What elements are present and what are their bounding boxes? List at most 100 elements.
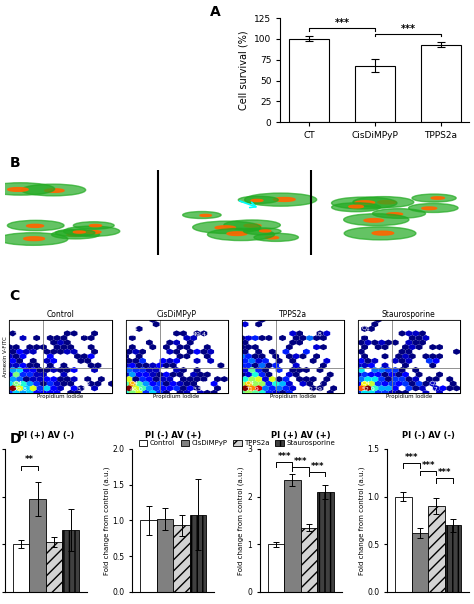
FancyBboxPatch shape [126, 320, 228, 393]
Text: ***: *** [334, 18, 349, 28]
Bar [62, 530, 79, 592]
Y-axis label: Cell survival (%): Cell survival (%) [238, 30, 248, 110]
Text: Q4
79,8: Q4 79,8 [14, 381, 27, 391]
Circle shape [0, 183, 55, 195]
Text: Q3
2,29: Q3 2,29 [309, 381, 322, 391]
Circle shape [344, 227, 416, 240]
Circle shape [55, 230, 95, 236]
Circle shape [73, 231, 85, 233]
Circle shape [244, 228, 281, 235]
Circle shape [0, 233, 68, 245]
Text: ***: *** [310, 461, 324, 471]
Circle shape [251, 199, 263, 202]
Bar [29, 499, 46, 592]
Circle shape [378, 201, 396, 204]
Text: Q1
2,41: Q1 2,41 [14, 326, 27, 336]
Bar [268, 544, 284, 592]
Circle shape [24, 237, 45, 240]
Bar [140, 521, 157, 592]
Text: Q2
14,6: Q2 14,6 [76, 326, 90, 336]
Y-axis label: Fold change from control (a.u.): Fold change from control (a.u.) [103, 466, 109, 574]
Bar [317, 492, 334, 592]
Text: Q4
52,9: Q4 52,9 [362, 381, 376, 391]
Circle shape [431, 197, 444, 199]
Circle shape [260, 230, 271, 232]
Title: Control: Control [46, 310, 74, 319]
Circle shape [273, 198, 295, 202]
Circle shape [245, 193, 317, 206]
Text: Control: Control [42, 175, 70, 184]
Text: Q1
0,94: Q1 0,94 [362, 326, 376, 336]
Circle shape [353, 197, 414, 208]
Text: Q3
3,13: Q3 3,13 [76, 381, 90, 391]
Circle shape [244, 224, 261, 227]
X-axis label: Propidium Iodide: Propidium Iodide [154, 394, 200, 399]
Circle shape [192, 221, 261, 234]
Text: TPPS$_{2a}$: TPPS$_{2a}$ [382, 175, 409, 187]
Bar [190, 515, 206, 592]
Bar [46, 542, 62, 592]
Y-axis label: Annexin V-FITC: Annexin V-FITC [3, 336, 8, 377]
Circle shape [238, 196, 278, 204]
Legend: Control, CisDiMPyP, TPPS2a, Staurosporine: Control, CisDiMPyP, TPPS2a, Staurosporin… [136, 437, 338, 449]
Bar [395, 496, 412, 592]
Text: B: B [9, 156, 20, 170]
Bar [289, 39, 328, 122]
Text: Q2
49,4: Q2 49,4 [192, 326, 206, 336]
Circle shape [64, 226, 120, 236]
Text: C: C [9, 289, 20, 303]
Circle shape [355, 201, 374, 204]
X-axis label: Propidium Iodide: Propidium Iodide [386, 394, 432, 399]
Title: PI (+) AV (-): PI (+) AV (-) [18, 431, 74, 440]
Circle shape [364, 219, 383, 222]
Text: A: A [210, 5, 220, 19]
Circle shape [387, 213, 402, 216]
Circle shape [73, 222, 114, 229]
Circle shape [8, 220, 64, 231]
Text: Q4
46,0: Q4 46,0 [130, 381, 144, 391]
Text: Q3
3,55: Q3 3,55 [192, 381, 206, 391]
Circle shape [412, 194, 456, 202]
Circle shape [331, 197, 397, 209]
Circle shape [208, 228, 274, 240]
Y-axis label: Fold change from control (a.u.): Fold change from control (a.u.) [238, 466, 244, 574]
Circle shape [52, 230, 100, 239]
Circle shape [349, 205, 364, 208]
Title: PI (-) AV (-): PI (-) AV (-) [401, 431, 455, 440]
Circle shape [227, 232, 247, 236]
Circle shape [182, 211, 221, 219]
Text: ***: *** [421, 461, 435, 469]
X-axis label: Propidium Iodide: Propidium Iodide [270, 394, 316, 399]
Text: D: D [9, 432, 21, 446]
Circle shape [21, 184, 86, 196]
Text: CisDiMPyP: CisDiMPyP [203, 175, 243, 184]
Circle shape [373, 208, 426, 218]
Bar [173, 525, 190, 592]
Circle shape [67, 233, 82, 236]
Bar [157, 519, 173, 592]
X-axis label: Propidium Iodide: Propidium Iodide [37, 394, 83, 399]
Text: **: ** [25, 455, 34, 464]
Circle shape [344, 214, 409, 226]
Bar [445, 525, 461, 592]
Bar [421, 45, 461, 122]
Circle shape [372, 231, 394, 235]
Circle shape [27, 224, 44, 227]
Text: Q1
2,13: Q1 2,13 [246, 326, 260, 336]
Circle shape [84, 231, 101, 234]
Circle shape [265, 236, 279, 239]
Circle shape [8, 188, 28, 191]
Circle shape [200, 214, 211, 216]
Circle shape [332, 203, 381, 211]
Bar [301, 527, 317, 592]
Title: PI (-) AV (+): PI (-) AV (+) [145, 431, 201, 440]
Circle shape [215, 226, 236, 230]
Text: Q3
5,67: Q3 5,67 [425, 381, 438, 391]
Circle shape [90, 225, 101, 226]
Circle shape [409, 204, 458, 213]
Y-axis label: Fold change from control (a.u.): Fold change from control (a.u.) [358, 466, 365, 574]
Bar [355, 66, 395, 122]
Circle shape [254, 233, 299, 242]
Text: ***: *** [294, 457, 308, 466]
Circle shape [45, 189, 64, 192]
